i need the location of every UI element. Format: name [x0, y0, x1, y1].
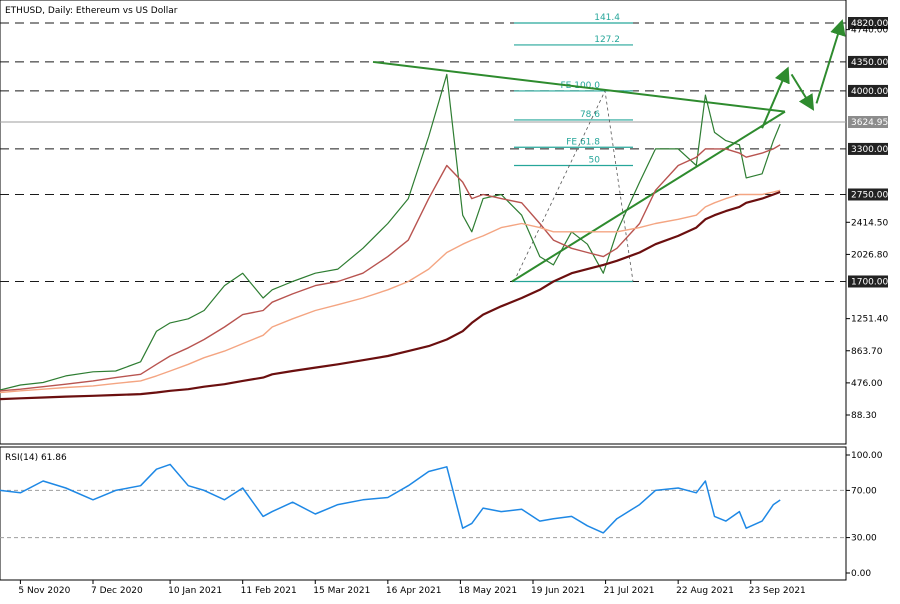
rsi-line [0, 463, 781, 534]
rsi-tick-label: 30.00 [851, 534, 877, 544]
price-label: 1700.00 [851, 277, 888, 287]
projection-arrow [790, 73, 815, 111]
price-tick-label: 476.00 [851, 379, 883, 389]
price-tick-label: 4740.00 [851, 26, 888, 36]
chart-title: ETHUSD, Daily: Ethereum vs US Dollar [5, 6, 178, 16]
price-label-box [848, 116, 888, 129]
rsi-panel-frame [0, 446, 847, 581]
fibo-label: FE 100.0 [561, 81, 601, 91]
x-tick-label: 7 Dec 2020 [91, 586, 143, 596]
price-label: 4350.00 [851, 58, 888, 68]
price-label-box [848, 188, 888, 201]
fibo-label: 50 [589, 155, 601, 165]
price-tick-label: 2414.50 [851, 218, 888, 228]
moving-average-line [0, 144, 781, 392]
price-label-box [848, 55, 888, 68]
fibo-label: 78.6 [580, 110, 600, 120]
rsi-tick-label: 100.00 [851, 451, 883, 461]
price-tick-label: 88.30 [851, 411, 877, 421]
price-label: 4000.00 [851, 87, 888, 97]
price-label-box [848, 142, 888, 155]
rsi-title: RSI(14) 61.86 [5, 453, 67, 463]
moving-average-line [0, 190, 781, 401]
x-tick-label: 5 Nov 2020 [18, 586, 70, 596]
lower-trendline [511, 110, 786, 283]
x-tick-label: 23 Sep 2021 [749, 586, 806, 596]
price-series-line [0, 73, 781, 391]
projection-arrow [761, 66, 790, 129]
price-label: 3300.00 [851, 145, 888, 155]
x-tick-label: 10 Jan 2021 [168, 586, 222, 596]
price-tick-label: 863.70 [851, 347, 883, 357]
x-tick-label: 19 Jun 2021 [531, 586, 585, 596]
price-label-box [848, 17, 888, 29]
upper-trendline [372, 60, 786, 113]
x-tick-label: 15 Mar 2021 [313, 586, 370, 596]
rsi-tick-label: 0.00 [851, 569, 871, 579]
price-label: 3624.95 [851, 118, 888, 128]
price-label-box [848, 275, 888, 288]
fibo-label: FE 61.8 [566, 137, 600, 147]
x-tick-label: 22 Aug 2021 [676, 586, 734, 596]
price-tick-label: 2026.80 [851, 250, 888, 260]
x-tick-label: 18 May 2021 [458, 586, 517, 596]
x-tick-label: 11 Feb 2021 [241, 586, 297, 596]
price-label: 2750.00 [851, 190, 888, 200]
fibo-label: 141.4 [594, 13, 620, 23]
moving-average-line [0, 189, 781, 394]
x-tick-label: 21 Jul 2021 [604, 586, 655, 596]
projection-arrow [815, 19, 846, 104]
price-label: 4820.00 [851, 19, 888, 29]
fibo-label: 127.2 [594, 35, 620, 45]
price-label-box [848, 84, 888, 97]
rsi-tick-label: 70.00 [851, 486, 877, 496]
x-tick-label: 16 Apr 2021 [386, 586, 442, 596]
price-tick-label: 1251.40 [851, 315, 888, 325]
